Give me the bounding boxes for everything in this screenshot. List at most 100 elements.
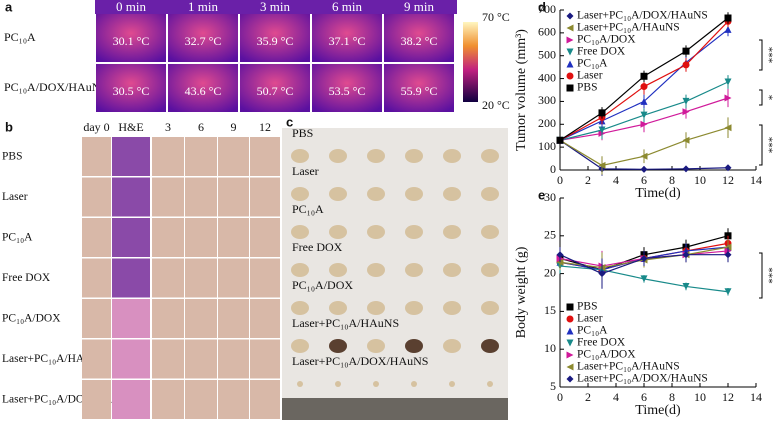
thermal-image: [240, 64, 310, 112]
tumor: [329, 149, 347, 163]
legend-label: PBS: [577, 301, 597, 313]
tumor-photo: [282, 128, 508, 420]
marker: [682, 61, 690, 69]
scale-min: 20 °C: [482, 98, 510, 112]
marker: [724, 288, 732, 296]
marker: [682, 136, 690, 144]
photo: [112, 380, 150, 419]
color-bar: [463, 22, 478, 102]
temperature: 53.5 °C: [329, 84, 366, 98]
temperature: 38.2 °C: [401, 34, 438, 48]
photo: [250, 380, 280, 419]
tumor: [329, 263, 347, 277]
marker: [724, 25, 732, 33]
thermal-image: [168, 14, 238, 62]
x-tick-label: 10: [694, 390, 706, 404]
photo: [152, 177, 184, 217]
legend-marker: [566, 48, 574, 56]
tumor: [367, 225, 385, 239]
row-label: Laser+PC₁₀A/HAuNS: [2, 353, 105, 365]
photo: [112, 177, 150, 217]
photo: [185, 299, 217, 338]
photo: [82, 177, 111, 217]
tumor: [481, 149, 499, 163]
column-header: 3 min: [260, 0, 290, 14]
marker: [724, 94, 732, 102]
group-label: PC₁₀A/DOX: [292, 278, 353, 292]
legend-label: Free DOX: [577, 337, 626, 349]
x-axis-label: Time(d): [635, 403, 681, 418]
legend-marker: [566, 375, 574, 383]
photo: [218, 137, 249, 176]
legend-label: PC₁₀A/DOX: [577, 34, 636, 46]
group-label: Free DOX: [292, 240, 343, 254]
marker: [724, 14, 732, 22]
photo: [152, 137, 184, 176]
y-axis-label: Body weight (g): [514, 246, 529, 338]
photo: [185, 339, 217, 379]
tumor: [329, 301, 347, 315]
photo: [82, 137, 111, 176]
tumor: [449, 381, 455, 387]
photo: [82, 339, 111, 379]
tumor: [481, 339, 499, 353]
thermal-image: [312, 64, 382, 112]
column-header: 6 min: [332, 0, 362, 14]
legend-marker: [566, 351, 574, 359]
tumor: [291, 339, 309, 353]
legend-marker: [566, 12, 574, 20]
row-label: PC₁₀A/DOX: [2, 313, 61, 325]
y-tick-label: 700: [538, 2, 556, 16]
y-tick-label: 0: [550, 162, 556, 176]
row-label: PC₁₀A: [2, 232, 33, 244]
tumor: [443, 149, 461, 163]
temperature: 50.7 °C: [257, 84, 294, 98]
thermal-image: [96, 14, 166, 62]
scale-max: 70 °C: [482, 10, 510, 24]
tumor: [373, 381, 379, 387]
marker: [598, 161, 606, 169]
x-tick-label: 12: [722, 390, 734, 404]
legend-marker: [566, 339, 574, 347]
thermal-image: [240, 14, 310, 62]
photo: [218, 339, 249, 379]
photo: [250, 299, 280, 338]
marker: [556, 251, 564, 259]
legend-label: Free DOX: [577, 46, 626, 58]
photo: [218, 380, 249, 419]
x-tick-label: 14: [750, 390, 762, 404]
tumor: [487, 381, 493, 387]
photo: [250, 137, 280, 176]
row-label: PBS: [2, 151, 22, 163]
photo: [250, 177, 280, 217]
x-tick-label: 6: [641, 173, 647, 187]
marker: [640, 152, 648, 160]
tumor: [405, 263, 423, 277]
legend-label: Laser+PC₁₀A/HAuNS: [577, 361, 680, 373]
y-tick-label: 500: [538, 47, 556, 61]
x-tick-label: 2: [585, 173, 591, 187]
marker: [598, 270, 606, 278]
photo: [185, 137, 217, 176]
legend-label: Laser: [577, 70, 603, 82]
marker: [640, 111, 648, 119]
photo: [112, 299, 150, 338]
panel-letter: b: [5, 119, 13, 134]
y-tick-label: 25: [544, 228, 556, 242]
thermal-image: [384, 64, 454, 112]
row-label: PC₁₀A: [4, 30, 36, 44]
tumor: [367, 339, 385, 353]
x-tick-label: 4: [613, 173, 619, 187]
y-tick-label: 10: [544, 341, 556, 355]
temperature: 55.9 °C: [401, 84, 438, 98]
legend-marker: [566, 72, 574, 80]
legend-label: Laser+PC₁₀A/DOX/HAuNS: [577, 10, 708, 22]
panel-letter: d: [538, 0, 546, 14]
x-tick-label: 8: [669, 390, 675, 404]
marker: [682, 165, 690, 173]
photo: [82, 380, 111, 419]
photo: [185, 177, 217, 217]
marker: [598, 109, 606, 117]
photo: [152, 339, 184, 379]
